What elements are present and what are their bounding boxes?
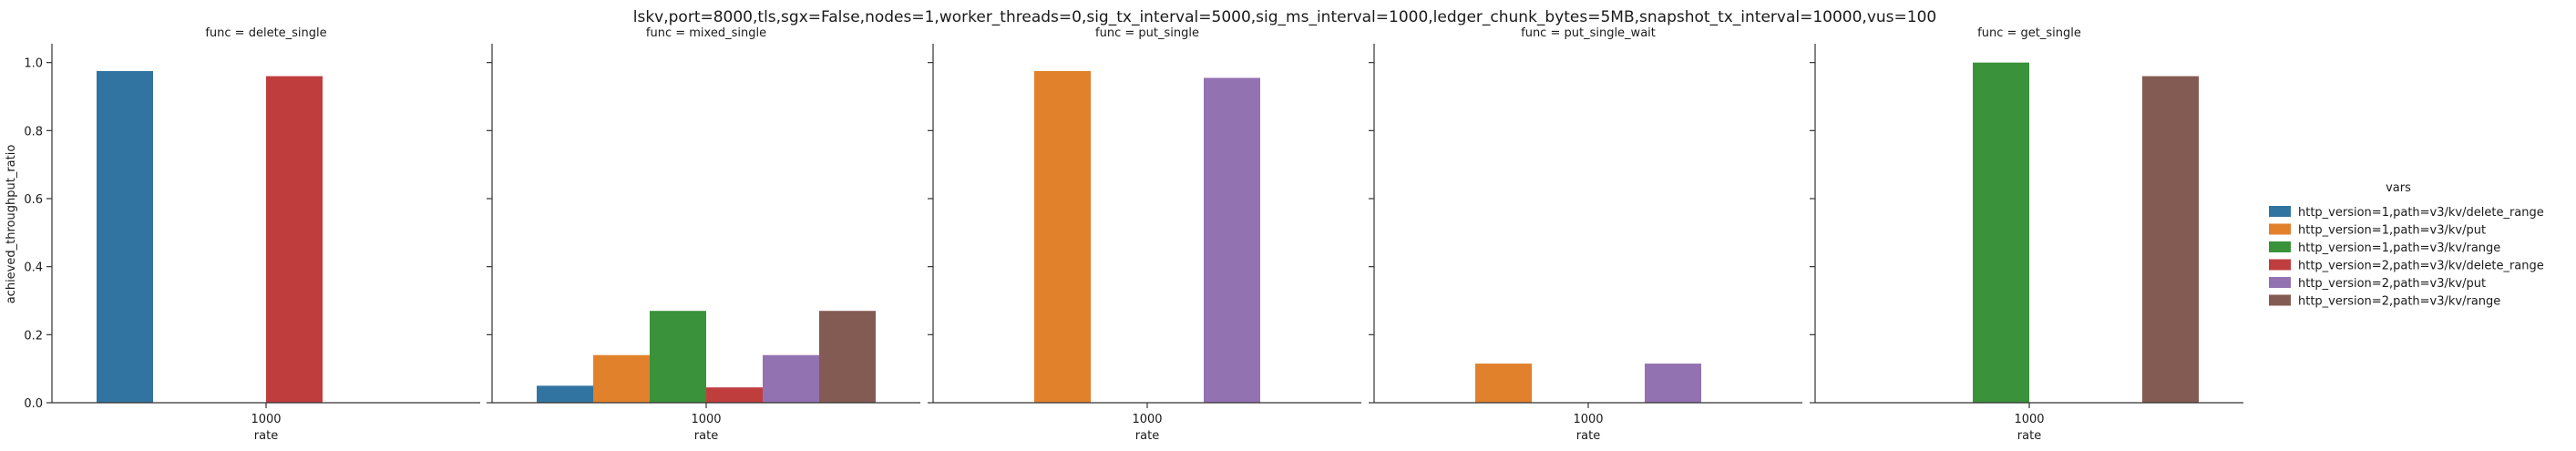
legend-title: vars — [2386, 181, 2411, 195]
x-tick-label: 1000 — [251, 413, 281, 426]
x-tick-label: 1000 — [2014, 413, 2044, 426]
legend-swatch — [2269, 241, 2291, 252]
y-axis-label: achieved_throughput_ratio — [5, 145, 18, 304]
legend-label: http_version=2,path=v3/kv/range — [2298, 295, 2500, 309]
legend-swatch — [2269, 206, 2291, 217]
bar — [763, 354, 819, 403]
bar — [650, 311, 706, 403]
y-tick-label: 0.6 — [24, 193, 43, 207]
bar — [1204, 77, 1260, 403]
x-axis-label: rate — [254, 429, 278, 443]
legend-label: http_version=2,path=v3/kv/put — [2298, 277, 2486, 291]
legend-item: http_version=2,path=v3/kv/range — [2269, 294, 2500, 309]
legend-item: http_version=2,path=v3/kv/put — [2269, 277, 2486, 291]
legend-item: http_version=2,path=v3/kv/delete_range — [2269, 259, 2544, 273]
facet-title: func = put_single — [1095, 26, 1199, 40]
bar — [1475, 364, 1532, 403]
x-tick-label: 1000 — [691, 413, 721, 426]
y-tick-label: 0.4 — [24, 261, 43, 275]
y-tick-label: 1.0 — [24, 57, 43, 71]
x-axis-label: rate — [1135, 429, 1159, 443]
bar — [1645, 364, 1701, 403]
legend-swatch — [2269, 294, 2291, 306]
legend-label: http_version=2,path=v3/kv/delete_range — [2298, 260, 2544, 273]
legend-swatch — [2269, 277, 2291, 288]
y-tick-label: 0.0 — [24, 397, 43, 411]
figure-suptitle: lskv,port=8000,tls,sgx=False,nodes=1,wor… — [633, 8, 1936, 26]
bar — [2142, 76, 2199, 403]
legend-label: http_version=1,path=v3/kv/put — [2298, 224, 2486, 238]
bar — [1034, 71, 1091, 403]
x-tick-label: 1000 — [1132, 413, 1162, 426]
bar — [819, 311, 876, 403]
facet-title: func = put_single_wait — [1521, 26, 1656, 40]
legend: vars http_version=1,path=v3/kv/delete_ran… — [2269, 181, 2544, 309]
legend-item: http_version=1,path=v3/kv/put — [2269, 223, 2486, 238]
legend-swatch — [2269, 259, 2291, 271]
bar — [97, 71, 153, 403]
y-tick-label: 0.2 — [24, 329, 43, 343]
x-axis-label: rate — [2017, 429, 2041, 443]
facet-4: func = get_single 1000 rate — [1810, 26, 2243, 443]
facet-title: func = delete_single — [205, 26, 326, 40]
facet-title: func = get_single — [1977, 26, 2081, 40]
facet-1: func = mixed_single 1000 rate — [487, 26, 920, 443]
x-axis-label: rate — [694, 429, 718, 443]
bar — [1973, 62, 2029, 404]
legend-swatch — [2269, 223, 2291, 235]
legend-item: http_version=1,path=v3/kv/range — [2269, 241, 2500, 255]
x-axis-label: rate — [1576, 429, 1600, 443]
facet-2: func = put_single 1000 rate — [928, 26, 1361, 443]
facet-title: func = mixed_single — [646, 26, 766, 40]
bar — [537, 385, 593, 403]
bar — [266, 76, 323, 403]
x-tick-label: 1000 — [1573, 413, 1603, 426]
legend-label: http_version=1,path=v3/kv/delete_range — [2298, 206, 2544, 220]
facet-3: func = put_single_wait 1000 rate — [1369, 26, 1802, 443]
legend-label: http_version=1,path=v3/kv/range — [2298, 241, 2500, 255]
bar — [706, 387, 763, 403]
facet-panels: func = delete_single 0.0 0.2 0.4 0.6 0.8 1.0 10… — [5, 26, 2243, 443]
y-tick-label: 0.8 — [24, 125, 43, 138]
legend-item: http_version=1,path=v3/kv/delete_range — [2269, 206, 2544, 220]
bar — [593, 354, 650, 403]
facet-0: func = delete_single 0.0 0.2 0.4 0.6 0.8 1.0 10… — [24, 26, 480, 443]
